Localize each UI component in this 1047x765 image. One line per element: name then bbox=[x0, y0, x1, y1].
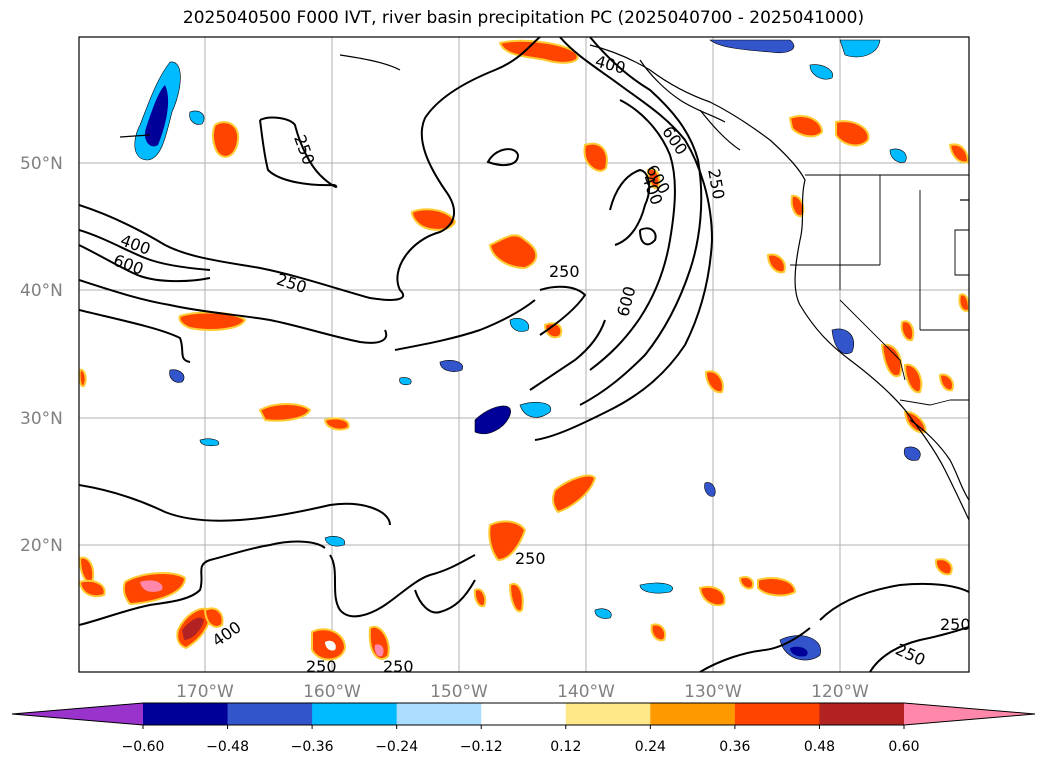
coastlines bbox=[119, 44, 969, 521]
lat-label-40n: 40°N bbox=[20, 281, 63, 301]
lat-axis: 50°N 40°N 30°N 20°N bbox=[20, 154, 63, 556]
colorbar-arrow-min bbox=[12, 703, 143, 725]
contour-label-5: 250 bbox=[549, 262, 580, 281]
lon-label-130w: 130°W bbox=[684, 682, 742, 702]
lon-label-120w: 120°W bbox=[811, 682, 869, 702]
ivt-contours bbox=[79, 37, 969, 672]
lat-label-20n: 20°N bbox=[20, 536, 63, 556]
graticule bbox=[79, 37, 969, 672]
colorbar-label: −0.12 bbox=[460, 739, 503, 755]
colorbar-segment bbox=[143, 703, 229, 725]
map-frame bbox=[78, 36, 970, 673]
lon-label-160w: 160°W bbox=[303, 682, 361, 702]
contour-label-15: 250 bbox=[306, 657, 337, 676]
colorbar-segment bbox=[734, 703, 820, 725]
contour-label-12: 250 bbox=[515, 549, 546, 568]
lon-label-140w: 140°W bbox=[557, 682, 615, 702]
borders bbox=[790, 174, 969, 406]
lon-axis: 170°W 160°W 150°W 140°W 130°W 120°W bbox=[176, 682, 869, 702]
colorbar-label: 0.60 bbox=[888, 739, 919, 755]
lat-label-50n: 50°N bbox=[20, 154, 63, 174]
colorbar-segment bbox=[312, 703, 398, 725]
colorbar-labels: −0.60 −0.48 −0.36 −0.24 −0.12 0.12 0.24 0.36 0.4… bbox=[122, 739, 920, 755]
colorbar-label: −0.60 bbox=[122, 739, 165, 755]
colorbar-segment bbox=[481, 703, 567, 725]
lon-label-170w: 170°W bbox=[176, 682, 234, 702]
colorbar-label: 0.48 bbox=[804, 739, 835, 755]
colorbar-segment bbox=[396, 703, 482, 725]
colorbar-label: 0.24 bbox=[635, 739, 666, 755]
lon-label-150w: 150°W bbox=[430, 682, 488, 702]
colorbar-label: 0.12 bbox=[550, 739, 581, 755]
contour-label-16: 250 bbox=[383, 657, 414, 676]
map-title: 2025040500 F000 IVT, river basin precipi… bbox=[182, 8, 865, 28]
colorbar-arrow-max bbox=[904, 703, 1035, 725]
colorbar-label: −0.48 bbox=[206, 739, 249, 755]
precip-negative-blobs bbox=[134, 39, 921, 661]
colorbar-ticks bbox=[142, 725, 905, 729]
lat-label-30n: 30°N bbox=[20, 409, 63, 429]
colorbar-label: −0.36 bbox=[291, 739, 334, 755]
colorbar-segments bbox=[143, 703, 905, 725]
contour-label-17: 250 bbox=[940, 615, 971, 634]
colorbar-label: −0.24 bbox=[375, 739, 418, 755]
colorbar-segment bbox=[565, 703, 651, 725]
colorbar-label: 0.36 bbox=[719, 739, 750, 755]
colorbar: −0.60 −0.48 −0.36 −0.24 −0.12 0.12 0.24 0.36 0.4… bbox=[11, 702, 1036, 755]
colorbar-segment bbox=[650, 703, 736, 725]
colorbar-segment bbox=[819, 703, 905, 725]
colorbar-segment bbox=[227, 703, 313, 725]
